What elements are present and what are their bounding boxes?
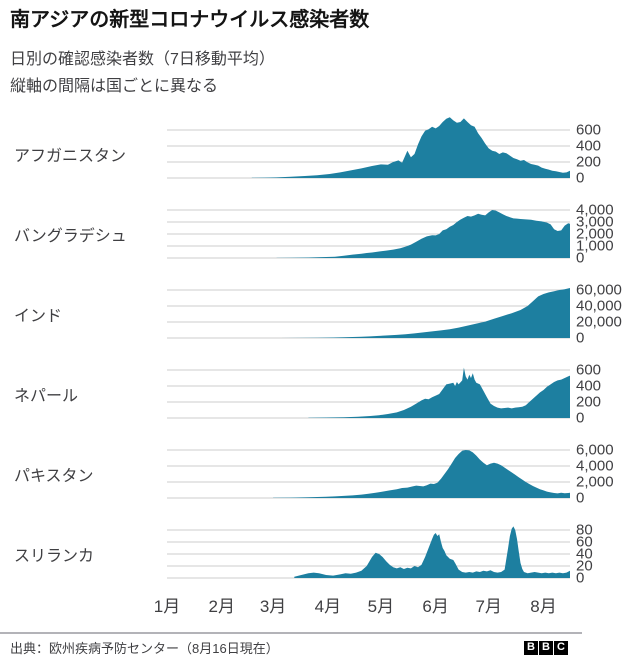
tick-label: 60	[576, 533, 593, 551]
axis-ticks: 0 20,000 40,000 60,000	[570, 270, 640, 350]
tick-label: 0	[576, 169, 585, 187]
charts: アフガニスタン 0 200 400 600 バングラデシュ 0 1,000 2,000 3,000…	[0, 110, 640, 590]
country-label: ネパール	[14, 388, 79, 406]
month-label: 4月	[314, 597, 342, 617]
area-series	[251, 117, 570, 179]
country-cell: バングラデシュ	[0, 190, 167, 270]
country-label: バングラデシュ	[14, 228, 127, 246]
country-cell: ネパール	[0, 350, 167, 430]
tick-label: 0	[576, 249, 585, 267]
bbc-logo-icon: B B C	[524, 640, 568, 655]
bbc-logo-letter: B	[539, 640, 553, 655]
country-cell: パキスタン	[0, 430, 167, 510]
tick-label: 200	[576, 153, 602, 171]
axis-ticks: 0 20 40 60 80	[570, 510, 640, 590]
tick-label: 0	[576, 489, 585, 507]
area-series	[273, 450, 570, 499]
month-label: 6月	[422, 597, 449, 617]
tick-label: 400	[576, 137, 602, 155]
footer: 出典：欧州疾病予防センター（8月16日現在） B B C	[0, 632, 582, 657]
tick-label: 1,000	[576, 237, 614, 255]
page-title: 南アジアの新型コロナウイルス感染者数	[10, 9, 370, 31]
chart-header: 南アジアの新型コロナウイルス感染者数 日別の確認感染者数（7日移動平均） 縦軸の…	[0, 0, 640, 100]
axis-ticks: 0 2,000 4,000 6,000	[570, 430, 640, 510]
chart-row: パキスタン 0 2,000 4,000 6,000	[0, 430, 640, 510]
tick-label: 600	[576, 121, 602, 139]
chart-row: スリランカ 0 20 40 60 80	[0, 510, 640, 590]
area-chart	[167, 117, 570, 179]
area-chart	[167, 367, 570, 419]
subtitle-line-1: 日別の確認感染者数（7日移動平均）	[10, 51, 275, 68]
month-label: 1月	[153, 597, 181, 617]
tick-label: 0	[576, 569, 585, 587]
area-chart	[167, 449, 570, 499]
source-text: 出典：欧州疾病予防センター（8月16日現在）	[10, 641, 279, 657]
subtitle-line-2: 縦軸の間隔は国ごとに異なる	[10, 78, 219, 96]
axis-ticks: 0 200 400 600	[570, 110, 640, 190]
area-series	[276, 210, 570, 259]
tick-label: 80	[576, 521, 593, 539]
tick-label: 200	[576, 393, 602, 411]
country-label: インド	[14, 308, 63, 326]
area-chart	[167, 288, 570, 339]
month-label: 8月	[530, 597, 557, 617]
tick-label: 400	[576, 377, 602, 395]
tick-label: 4,000	[576, 457, 614, 475]
bbc-logo-letter: C	[554, 640, 568, 655]
tick-label: 0	[576, 409, 585, 427]
chart-row: アフガニスタン 0 200 400 600	[0, 110, 640, 190]
bbc-logo-letter: B	[524, 640, 538, 655]
area-chart	[167, 526, 570, 579]
month-label: 7月	[475, 597, 502, 617]
month-axis: 1月 2月 3月 4月 5月 6月 7月 8月	[0, 590, 640, 618]
month-label: 5月	[367, 597, 395, 617]
axis-ticks: 0 200 400 600	[570, 350, 640, 430]
tick-label: 600	[576, 361, 602, 379]
tick-label: 20,000	[576, 313, 622, 331]
tick-label: 0	[576, 329, 585, 347]
area-series	[294, 526, 570, 579]
country-label: アフガニスタン	[14, 148, 127, 166]
axis-ticks: 0 1,000 2,000 3,000 4,000	[570, 190, 640, 270]
country-cell: アフガニスタン	[0, 110, 167, 190]
tick-label: 2,000	[576, 473, 614, 491]
area-series	[308, 367, 570, 419]
month-label: 2月	[208, 597, 236, 617]
country-cell: インド	[0, 270, 167, 350]
country-label: スリランカ	[14, 548, 95, 566]
country-label: パキスタン	[14, 468, 94, 486]
month-label: 3月	[259, 597, 287, 617]
chart-row: バングラデシュ 0 1,000 2,000 3,000 4,000	[0, 190, 640, 270]
tick-label: 20	[576, 557, 593, 575]
chart-row: ネパール 0 200 400 600	[0, 350, 640, 430]
area-chart	[167, 209, 570, 259]
chart-row: インド 0 20,000 40,000 60,000	[0, 270, 640, 350]
tick-label: 2,000	[576, 225, 614, 243]
tick-label: 3,000	[576, 213, 614, 231]
tick-label: 6,000	[576, 441, 614, 459]
area-series	[280, 288, 570, 339]
tick-label: 40	[576, 545, 593, 563]
tick-label: 40,000	[576, 297, 622, 315]
country-cell: スリランカ	[0, 510, 167, 590]
tick-label: 4,000	[576, 201, 614, 219]
tick-label: 60,000	[576, 281, 622, 299]
